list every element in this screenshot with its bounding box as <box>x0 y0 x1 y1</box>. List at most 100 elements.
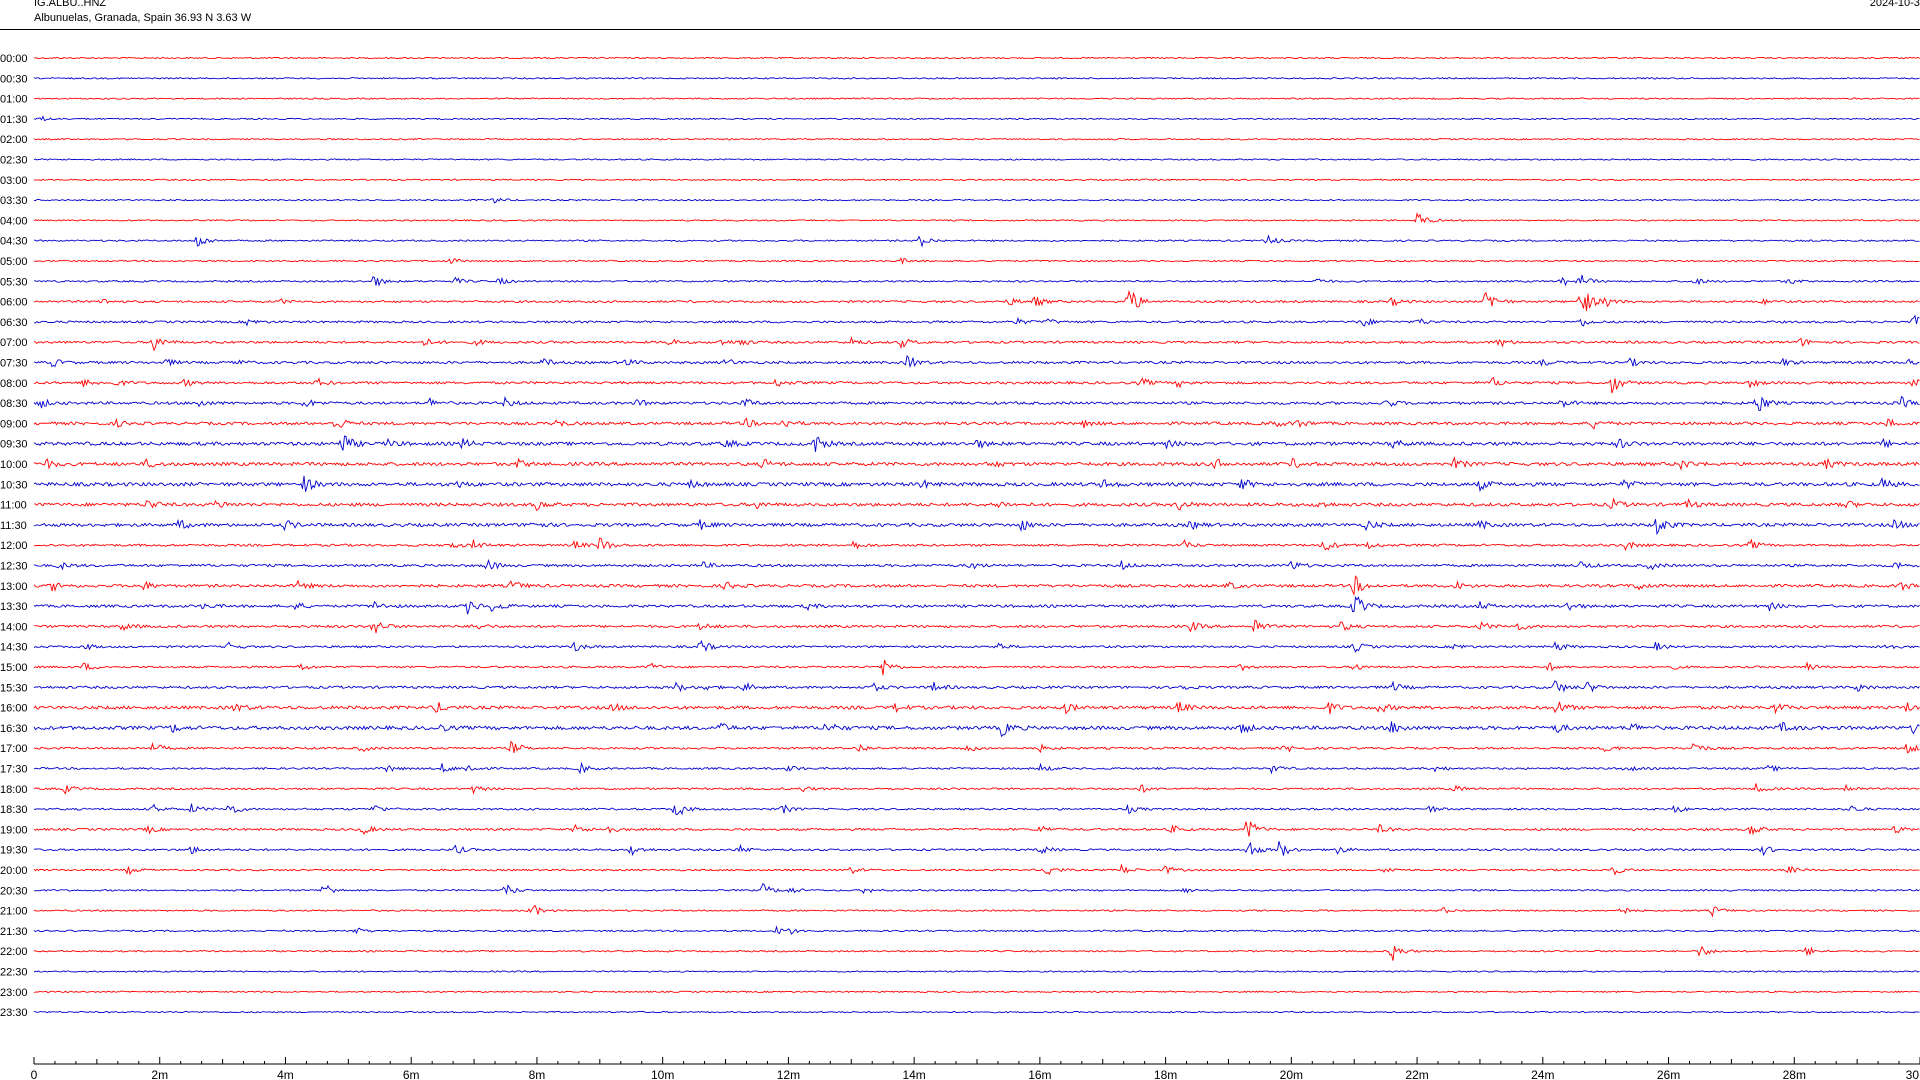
trace-rows: 00:00 00:30 01:00 01:30 02:00 02:30 03:00 03:30… <box>0 53 1920 1019</box>
row-time-label: 05:30 <box>0 276 28 288</box>
row-time-label: 02:30 <box>0 155 28 167</box>
row-time-label: 21:30 <box>0 926 28 938</box>
row-time-label: 23:30 <box>0 1007 28 1019</box>
trace-0630 <box>33 314 1920 327</box>
row-time-label: 06:00 <box>0 297 28 309</box>
row-time-label: 18:00 <box>0 784 28 796</box>
trace-1730 <box>33 761 1920 775</box>
row-time-label: 07:00 <box>0 337 28 349</box>
trace-2200 <box>33 945 1920 961</box>
x-tick-label: 0 <box>31 1068 38 1080</box>
row-time-label: 11:00 <box>0 500 27 512</box>
trace-2100 <box>33 904 1920 918</box>
trace-0900 <box>33 417 1920 430</box>
x-tick-label: 26m <box>1657 1068 1680 1080</box>
x-tick-label: 6m <box>403 1068 420 1080</box>
trace-0830 <box>33 395 1920 411</box>
row-time-label: 15:00 <box>0 662 28 674</box>
x-tick-label: 28m <box>1783 1068 1806 1080</box>
x-tick-label: 12m <box>777 1068 800 1080</box>
row-time-label: 11:30 <box>0 520 27 532</box>
row-time-label: 19:00 <box>0 824 28 836</box>
row-time-label: 12:00 <box>0 540 28 552</box>
trace-0200 <box>33 137 1920 141</box>
trace-2000 <box>33 863 1920 876</box>
trace-0230 <box>33 158 1920 161</box>
row-time-label: 00:30 <box>0 73 28 85</box>
trace-0130 <box>33 115 1920 122</box>
x-tick-label: 8m <box>529 1068 546 1080</box>
row-time-label: 16:30 <box>0 723 28 735</box>
row-time-label: 07:30 <box>0 358 28 370</box>
x-tick-label: 10m <box>651 1068 674 1080</box>
row-time-label: 20:30 <box>0 885 28 897</box>
row-time-label: 04:00 <box>0 215 28 227</box>
x-tick-label: 22m <box>1405 1068 1428 1080</box>
row-time-label: 17:30 <box>0 764 28 776</box>
x-tick-label: 20m <box>1280 1068 1303 1080</box>
trace-1500 <box>33 659 1920 676</box>
row-time-label: 10:30 <box>0 479 28 491</box>
row-time-label: 01:00 <box>0 94 28 106</box>
row-time-label: 15:30 <box>0 682 28 694</box>
trace-2230 <box>33 970 1920 973</box>
x-tick-label: 4m <box>277 1068 294 1080</box>
trace-1530 <box>33 680 1920 693</box>
row-time-label: 20:00 <box>0 865 28 877</box>
trace-0430 <box>33 234 1920 248</box>
trace-0500 <box>33 257 1920 265</box>
row-time-label: 10:00 <box>0 459 28 471</box>
row-time-label: 08:30 <box>0 398 28 410</box>
trace-1330 <box>33 596 1920 615</box>
row-time-label: 18:30 <box>0 804 28 816</box>
trace-0030 <box>33 77 1920 80</box>
trace-0100 <box>34 97 1920 100</box>
trace-2330 <box>33 1010 1920 1014</box>
row-time-label: 22:30 <box>0 967 28 979</box>
row-time-label: 17:00 <box>0 743 28 755</box>
trace-0300 <box>33 178 1920 182</box>
row-time-label: 13:00 <box>0 581 28 593</box>
trace-0930 <box>33 435 1920 452</box>
row-time-label: 09:30 <box>0 439 28 451</box>
row-time-label: 13:30 <box>0 601 28 613</box>
trace-1000 <box>33 456 1920 471</box>
row-time-label: 03:30 <box>0 195 28 207</box>
row-time-label: 09:00 <box>0 418 28 430</box>
trace-2300 <box>33 990 1920 994</box>
trace-0330 <box>33 197 1920 204</box>
x-axis: 0 2m 4m 6m 8m 10m 12m 14m 16m 18m 20m 22m 24m 26m 28m 3… <box>31 1057 1920 1080</box>
row-time-label: 22:00 <box>0 946 28 958</box>
row-time-label: 14:30 <box>0 642 28 654</box>
station-code: IG.ALBU..HNZ <box>34 0 107 9</box>
trace-1030 <box>33 475 1920 493</box>
trace-1300 <box>33 575 1920 596</box>
trace-1130 <box>33 518 1920 536</box>
header-divider <box>0 29 1920 30</box>
row-time-label: 04:30 <box>0 236 28 248</box>
x-tick-label: 14m <box>902 1068 925 1080</box>
trace-0800 <box>33 376 1920 394</box>
trace-1230 <box>33 558 1920 571</box>
trace-1830 <box>33 803 1920 816</box>
row-time-label: 01:30 <box>0 114 28 126</box>
trace-0600 <box>33 289 1920 312</box>
trace-1630 <box>33 721 1920 738</box>
trace-1400 <box>33 619 1920 634</box>
row-time-label: 16:00 <box>0 703 28 715</box>
trace-1900 <box>33 821 1920 837</box>
row-time-label: 00:00 <box>0 53 28 65</box>
trace-1100 <box>33 498 1920 511</box>
trace-1600 <box>33 701 1920 715</box>
x-tick-label: 2m <box>151 1068 168 1080</box>
row-time-label: 03:00 <box>0 175 28 187</box>
row-time-label: 19:30 <box>0 845 28 857</box>
trace-1200 <box>33 537 1920 552</box>
trace-0000 <box>33 56 1920 60</box>
trace-1700 <box>33 740 1920 754</box>
row-time-label: 23:00 <box>0 987 28 999</box>
row-time-label: 02:00 <box>0 134 28 146</box>
row-time-label: 08:00 <box>0 378 28 390</box>
trace-0700 <box>33 336 1920 352</box>
